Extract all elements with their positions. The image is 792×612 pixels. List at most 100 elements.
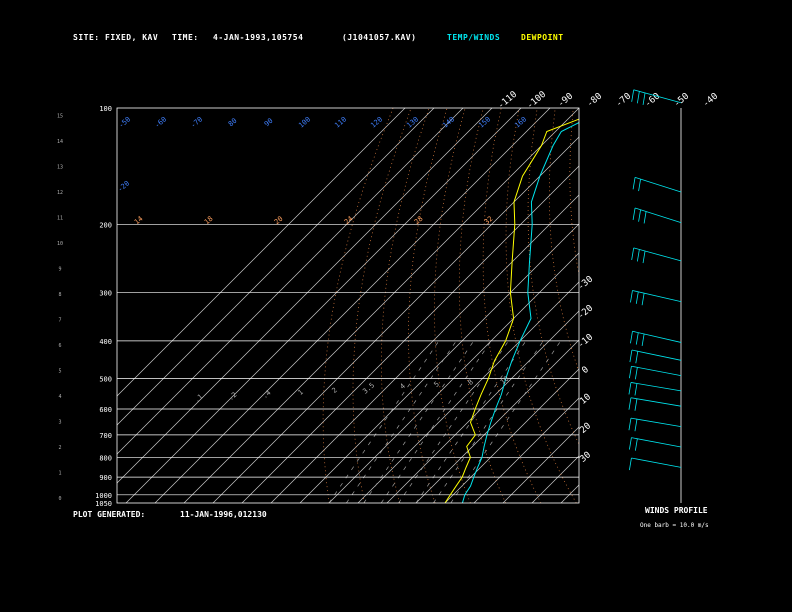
wind-barb bbox=[631, 437, 682, 448]
height-label: 1 bbox=[58, 471, 61, 477]
dewpoint-profile bbox=[444, 118, 579, 503]
wind-flag bbox=[634, 367, 638, 380]
isotherm-line bbox=[241, 165, 579, 503]
wind-barb bbox=[631, 365, 682, 376]
dry-adiabat-line bbox=[663, 108, 792, 503]
wind-flag bbox=[636, 249, 640, 262]
height-label: 7 bbox=[58, 318, 61, 324]
potential-temp-label: -20 bbox=[116, 179, 131, 193]
pressure-label: 800 bbox=[99, 454, 112, 462]
mixing-ratio-line bbox=[415, 340, 527, 503]
mixing-ratio-line bbox=[433, 340, 544, 503]
isotherm-top-label: -70 bbox=[614, 91, 633, 109]
isotherm-line bbox=[154, 108, 551, 503]
winds-note: One barb = 10.0 m/s bbox=[640, 522, 709, 529]
mixing-ratio-label: .2 bbox=[227, 391, 239, 403]
wind-flag bbox=[628, 397, 632, 410]
wind-flag bbox=[635, 351, 639, 364]
dry-adiabat-line bbox=[548, 108, 579, 373]
temperature-profile bbox=[461, 122, 579, 503]
wind-flag bbox=[631, 89, 635, 102]
pressure-label: 200 bbox=[99, 221, 112, 229]
dry-adiabat-line bbox=[645, 108, 792, 503]
mixing-ratio-line bbox=[363, 340, 475, 503]
wind-flag bbox=[642, 250, 646, 264]
file-id: (J1041057.KAV) bbox=[342, 33, 417, 42]
dry-adiabat-line bbox=[408, 108, 448, 503]
dry-adiabat-line bbox=[681, 108, 792, 503]
wind-flag bbox=[635, 332, 639, 345]
potential-temp-label: 110 bbox=[333, 115, 348, 129]
height-label: 13 bbox=[57, 165, 63, 171]
moist-adiabat-label: 32 bbox=[483, 215, 495, 227]
mixing-ratio-line bbox=[328, 340, 440, 503]
potential-temp-label: -60 bbox=[153, 115, 168, 129]
mixing-ratio-label: 5 bbox=[433, 380, 441, 389]
potential-temp-label: 90 bbox=[263, 117, 275, 129]
dry-adiabat-line bbox=[717, 108, 792, 503]
height-label: 14 bbox=[57, 139, 63, 145]
wind-barb bbox=[633, 89, 682, 104]
mixing-ratio-label: 3.5 bbox=[361, 381, 376, 395]
height-label: 0 bbox=[58, 496, 61, 502]
legend-dewpoint: DEWPOINT bbox=[521, 33, 564, 42]
wind-flag bbox=[630, 290, 633, 303]
pressure-label: 1000 bbox=[95, 492, 112, 500]
wind-flag bbox=[629, 349, 633, 363]
mixing-ratio-line bbox=[398, 340, 509, 503]
mixing-ratio-label: 2 bbox=[331, 386, 339, 395]
wind-flag bbox=[629, 366, 632, 379]
wind-flag bbox=[638, 209, 641, 222]
wind-flag bbox=[632, 177, 636, 190]
wind-barb bbox=[631, 349, 682, 361]
isotherm-top-label: -60 bbox=[643, 91, 662, 109]
potential-temp-label: 120 bbox=[369, 115, 384, 129]
isotherm-line bbox=[117, 108, 493, 484]
wind-flag bbox=[629, 457, 632, 471]
isotherm-top-label: -90 bbox=[556, 91, 575, 109]
isotherm-line bbox=[502, 426, 579, 503]
isotherm-line bbox=[328, 252, 579, 503]
dry-adiabat-line bbox=[753, 108, 792, 503]
potential-temp-label: 130 bbox=[405, 115, 420, 129]
isotherm-line bbox=[590, 108, 792, 503]
isotherm-top-label: -40 bbox=[701, 91, 720, 109]
height-label: 11 bbox=[57, 216, 63, 222]
mixing-ratio-label: 8 bbox=[467, 378, 475, 387]
pressure-label: 700 bbox=[99, 432, 112, 440]
dry-adiabat-line bbox=[590, 108, 718, 503]
site-label: SITE: bbox=[73, 33, 100, 42]
wind-flag bbox=[642, 92, 646, 105]
wind-flag bbox=[631, 247, 635, 260]
mixing-ratio-label: 4 bbox=[399, 382, 407, 391]
isotherm-line bbox=[560, 484, 579, 503]
height-label: 3 bbox=[58, 420, 61, 426]
isotherm-top-label: -80 bbox=[585, 91, 604, 109]
pressure-label: 500 bbox=[99, 375, 112, 383]
mixing-ratio-line bbox=[380, 340, 492, 503]
isotherm-line bbox=[473, 397, 579, 503]
isotherm-line bbox=[117, 108, 406, 397]
dry-adiabat-line bbox=[458, 108, 507, 503]
wind-barb bbox=[632, 330, 682, 343]
mixing-ratio-label: 10 bbox=[499, 375, 511, 387]
wind-flag bbox=[628, 382, 632, 395]
winds-profile-title: WINDS PROFILE bbox=[645, 506, 708, 515]
wind-flag bbox=[634, 419, 638, 432]
potential-temp-label: -50 bbox=[117, 115, 132, 129]
dry-adiabat-line bbox=[569, 108, 579, 277]
potential-temp-label: 150 bbox=[477, 115, 492, 129]
isotherm-line bbox=[183, 108, 579, 503]
wind-flag bbox=[629, 437, 632, 450]
dry-adiabat-line bbox=[434, 108, 471, 503]
dry-adiabat-line bbox=[627, 108, 788, 503]
isotherm-top-label: -50 bbox=[672, 91, 691, 109]
mixing-ratio-label: .1 bbox=[193, 393, 205, 405]
potential-temp-label: 100 bbox=[297, 115, 312, 129]
moist-adiabat-label: 18 bbox=[203, 215, 215, 227]
isotherm-right-label: 20 bbox=[578, 421, 593, 436]
wind-barb bbox=[632, 290, 682, 303]
isotherm-right-label: 0 bbox=[580, 365, 591, 376]
moist-adiabat-label: 24 bbox=[343, 215, 355, 227]
wind-flag bbox=[641, 333, 645, 347]
